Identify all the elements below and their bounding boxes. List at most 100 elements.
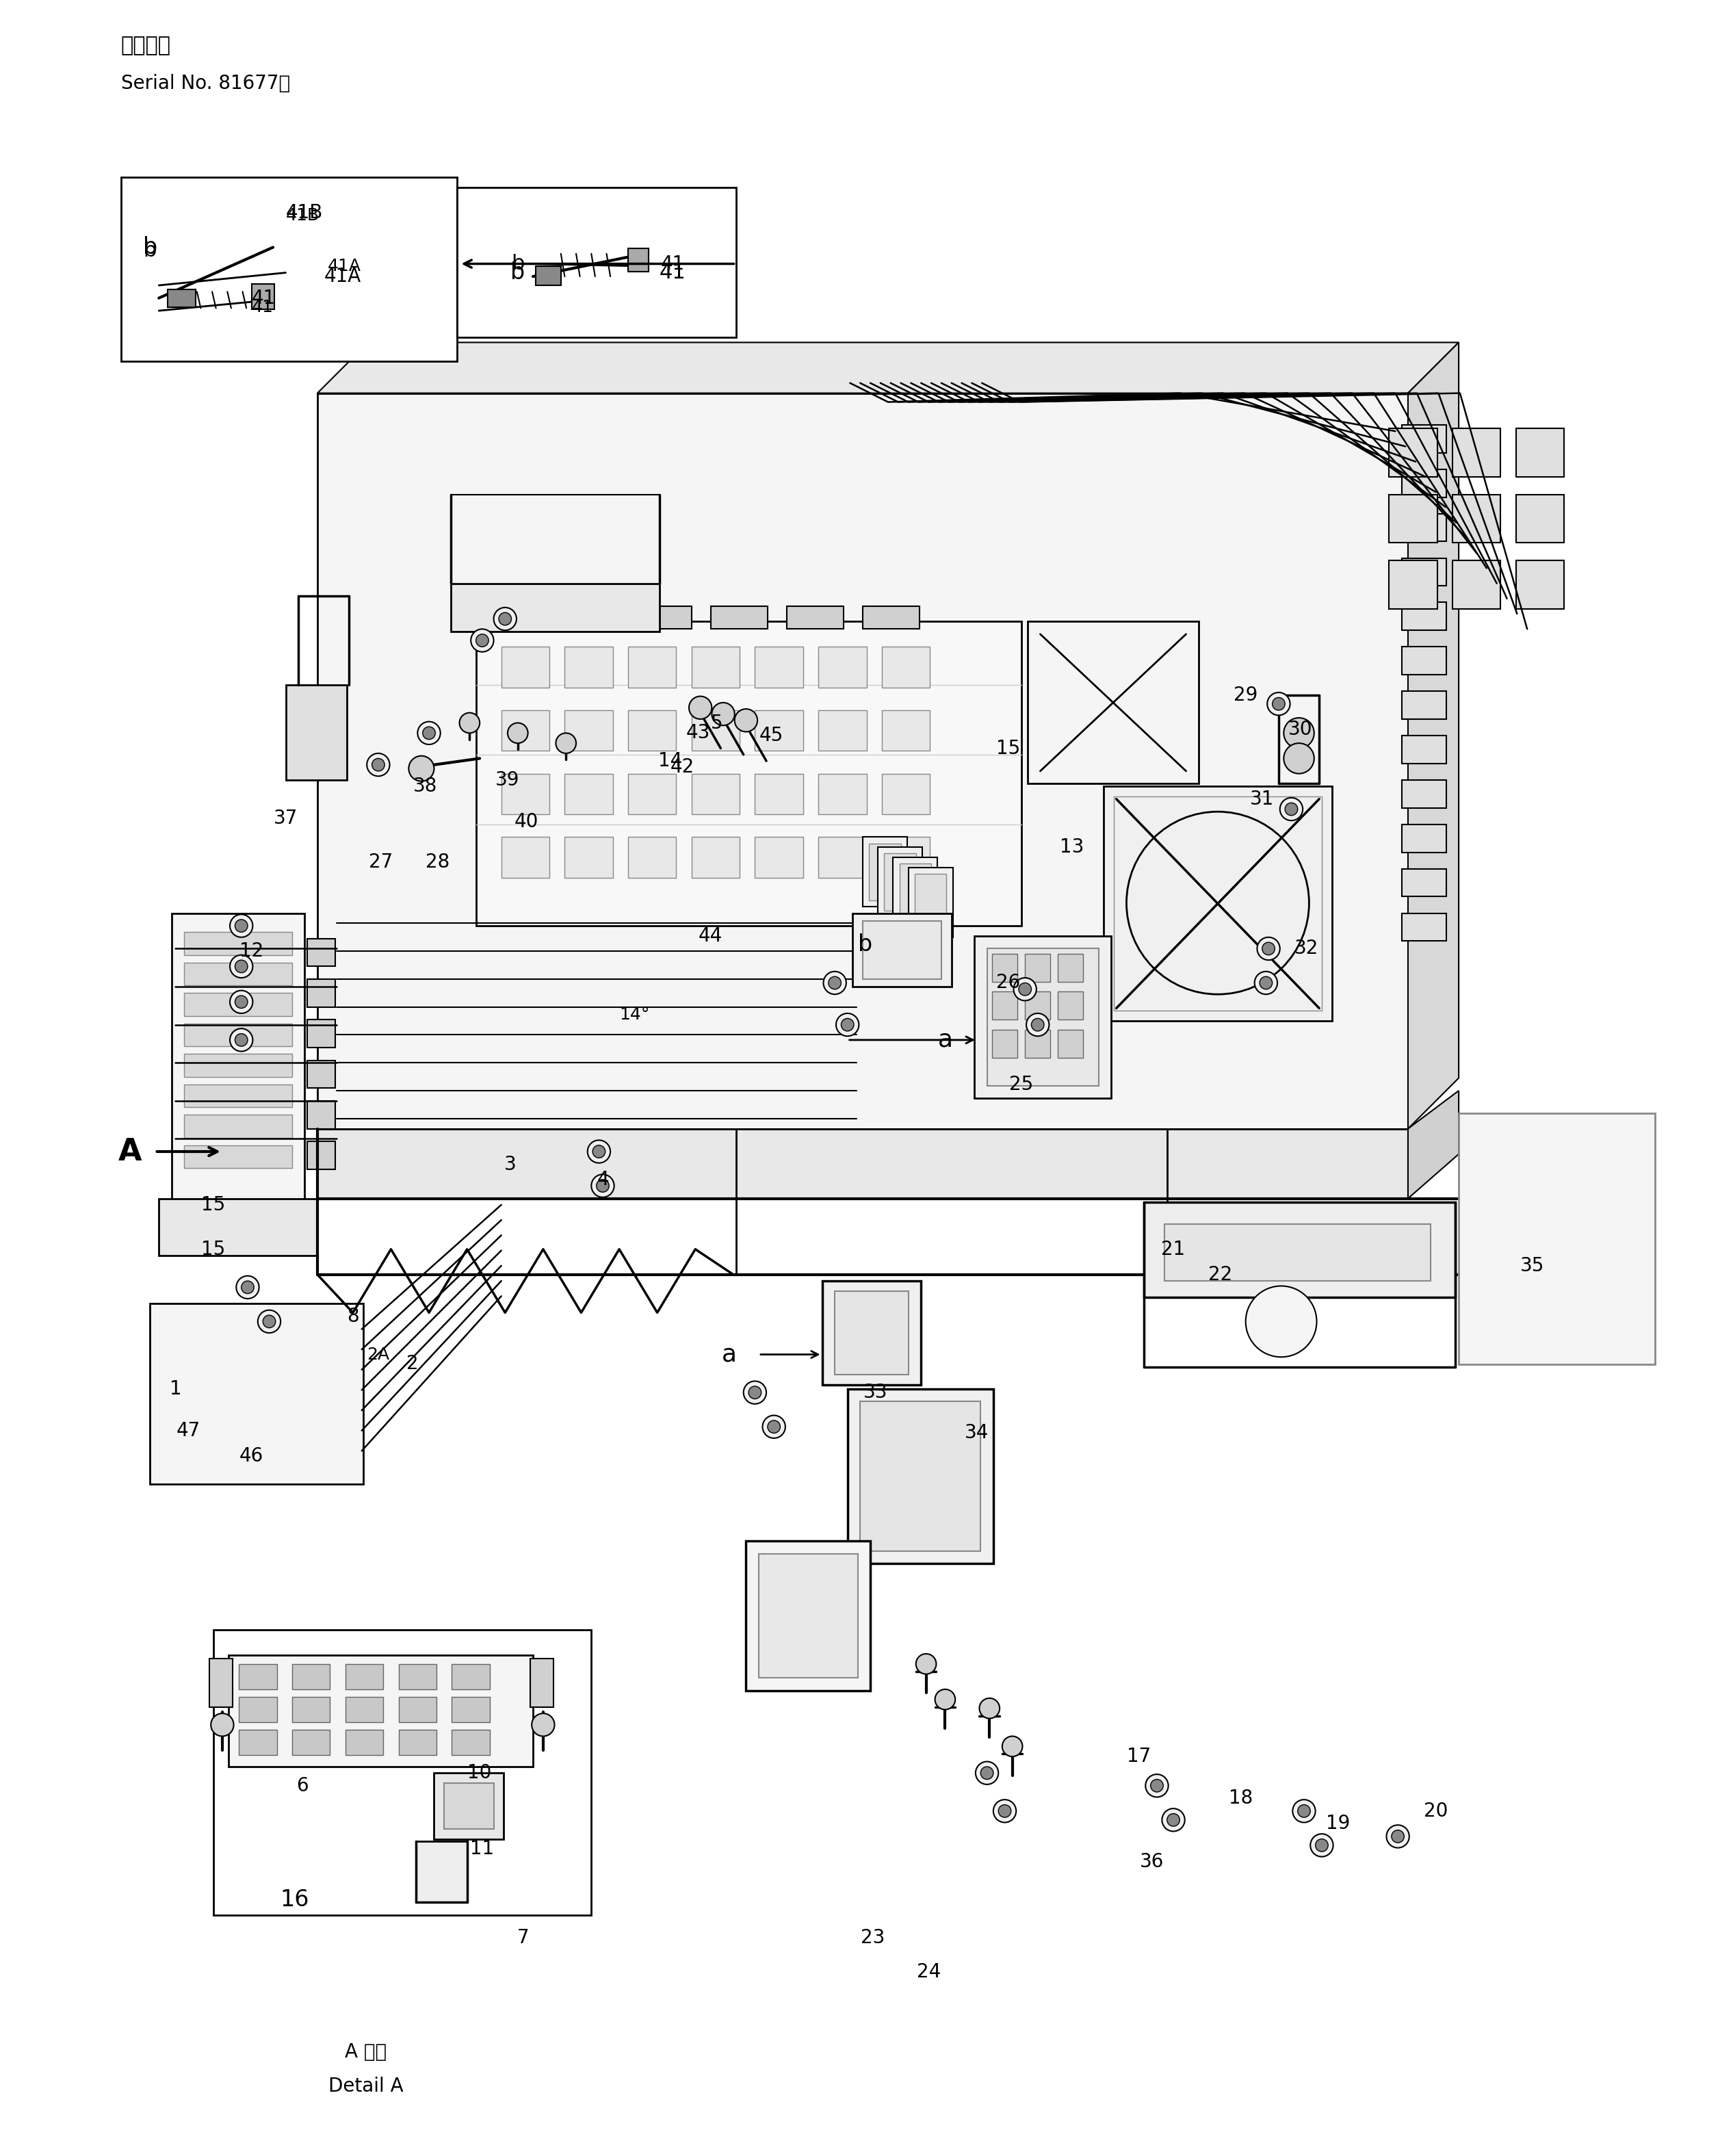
Bar: [399, 1729, 437, 1755]
Bar: [293, 1664, 329, 1690]
Text: 28: 28: [426, 854, 451, 871]
Circle shape: [1386, 1824, 1409, 1848]
Bar: [711, 606, 768, 630]
Circle shape: [1166, 1813, 1180, 1826]
Circle shape: [1267, 692, 1289, 716]
Bar: [756, 837, 802, 877]
Circle shape: [1272, 699, 1284, 709]
Bar: [756, 647, 802, 688]
Bar: [915, 873, 946, 931]
Bar: [307, 979, 334, 1007]
Bar: [991, 1031, 1017, 1059]
Text: 12: 12: [239, 942, 263, 962]
Bar: [1402, 780, 1445, 808]
Circle shape: [936, 1690, 955, 1710]
Circle shape: [236, 1033, 248, 1046]
Bar: [399, 1664, 437, 1690]
Circle shape: [499, 612, 511, 625]
Text: 35: 35: [1520, 1257, 1544, 1276]
Text: 5: 5: [711, 714, 723, 733]
Bar: [1165, 1225, 1431, 1281]
Bar: [1402, 470, 1445, 498]
Bar: [184, 1024, 293, 1046]
Circle shape: [477, 634, 489, 647]
Bar: [1402, 558, 1445, 586]
Circle shape: [593, 1145, 605, 1158]
Bar: [818, 837, 866, 877]
Bar: [691, 774, 740, 815]
Bar: [1452, 561, 1501, 608]
Text: 14°: 14°: [619, 1007, 650, 1022]
Bar: [756, 774, 802, 815]
Bar: [239, 1729, 277, 1755]
Circle shape: [841, 1018, 854, 1031]
Bar: [501, 774, 549, 815]
Bar: [882, 647, 931, 688]
Bar: [482, 606, 539, 630]
Text: b: b: [142, 235, 158, 259]
Text: 40: 40: [515, 813, 539, 832]
Bar: [863, 837, 906, 908]
Text: 10: 10: [468, 1764, 492, 1783]
Text: 6: 6: [296, 1777, 308, 1796]
Bar: [184, 1145, 293, 1169]
Bar: [627, 709, 676, 750]
Bar: [286, 686, 347, 780]
Circle shape: [1019, 983, 1031, 996]
Circle shape: [258, 1311, 281, 1332]
Circle shape: [1284, 718, 1314, 748]
Bar: [818, 774, 866, 815]
Text: 20: 20: [1425, 1802, 1449, 1820]
Text: 41: 41: [659, 263, 686, 282]
Bar: [451, 584, 660, 632]
Text: 2: 2: [407, 1354, 419, 1373]
Bar: [433, 1772, 504, 1839]
Circle shape: [230, 1028, 253, 1052]
Bar: [184, 994, 293, 1015]
Bar: [317, 1130, 1407, 1199]
Circle shape: [768, 1421, 780, 1434]
Circle shape: [1315, 1839, 1327, 1852]
Circle shape: [1014, 979, 1036, 1000]
Bar: [1516, 494, 1563, 543]
Circle shape: [556, 733, 575, 752]
Circle shape: [828, 977, 841, 990]
Circle shape: [981, 1766, 993, 1779]
Bar: [1402, 914, 1445, 940]
Text: 30: 30: [1288, 720, 1312, 740]
Bar: [879, 847, 922, 916]
Text: 41: 41: [660, 254, 685, 274]
Circle shape: [236, 996, 248, 1009]
Circle shape: [1281, 798, 1303, 821]
Circle shape: [236, 959, 248, 972]
Circle shape: [1256, 938, 1281, 959]
Bar: [691, 837, 740, 877]
Bar: [1028, 621, 1199, 785]
Circle shape: [1161, 1809, 1185, 1830]
Circle shape: [367, 752, 390, 776]
Bar: [868, 843, 901, 901]
Bar: [501, 647, 549, 688]
Bar: [1402, 692, 1445, 720]
Text: 36: 36: [1140, 1852, 1165, 1871]
Bar: [184, 1054, 293, 1076]
Text: 7: 7: [516, 1927, 529, 1947]
Text: 適用号機: 適用号機: [121, 34, 172, 56]
Bar: [884, 854, 917, 910]
Circle shape: [418, 722, 440, 744]
Bar: [239, 1664, 277, 1690]
Bar: [1402, 425, 1445, 453]
Bar: [121, 177, 458, 362]
Text: 42: 42: [671, 757, 695, 776]
Bar: [787, 606, 844, 630]
Circle shape: [423, 727, 435, 740]
Bar: [691, 709, 740, 750]
Circle shape: [993, 1800, 1016, 1822]
Bar: [535, 267, 561, 285]
Text: 8: 8: [347, 1307, 359, 1326]
Bar: [1459, 1112, 1655, 1365]
Circle shape: [494, 608, 516, 630]
Bar: [835, 1291, 908, 1376]
Bar: [1057, 1031, 1083, 1059]
Circle shape: [763, 1414, 785, 1438]
